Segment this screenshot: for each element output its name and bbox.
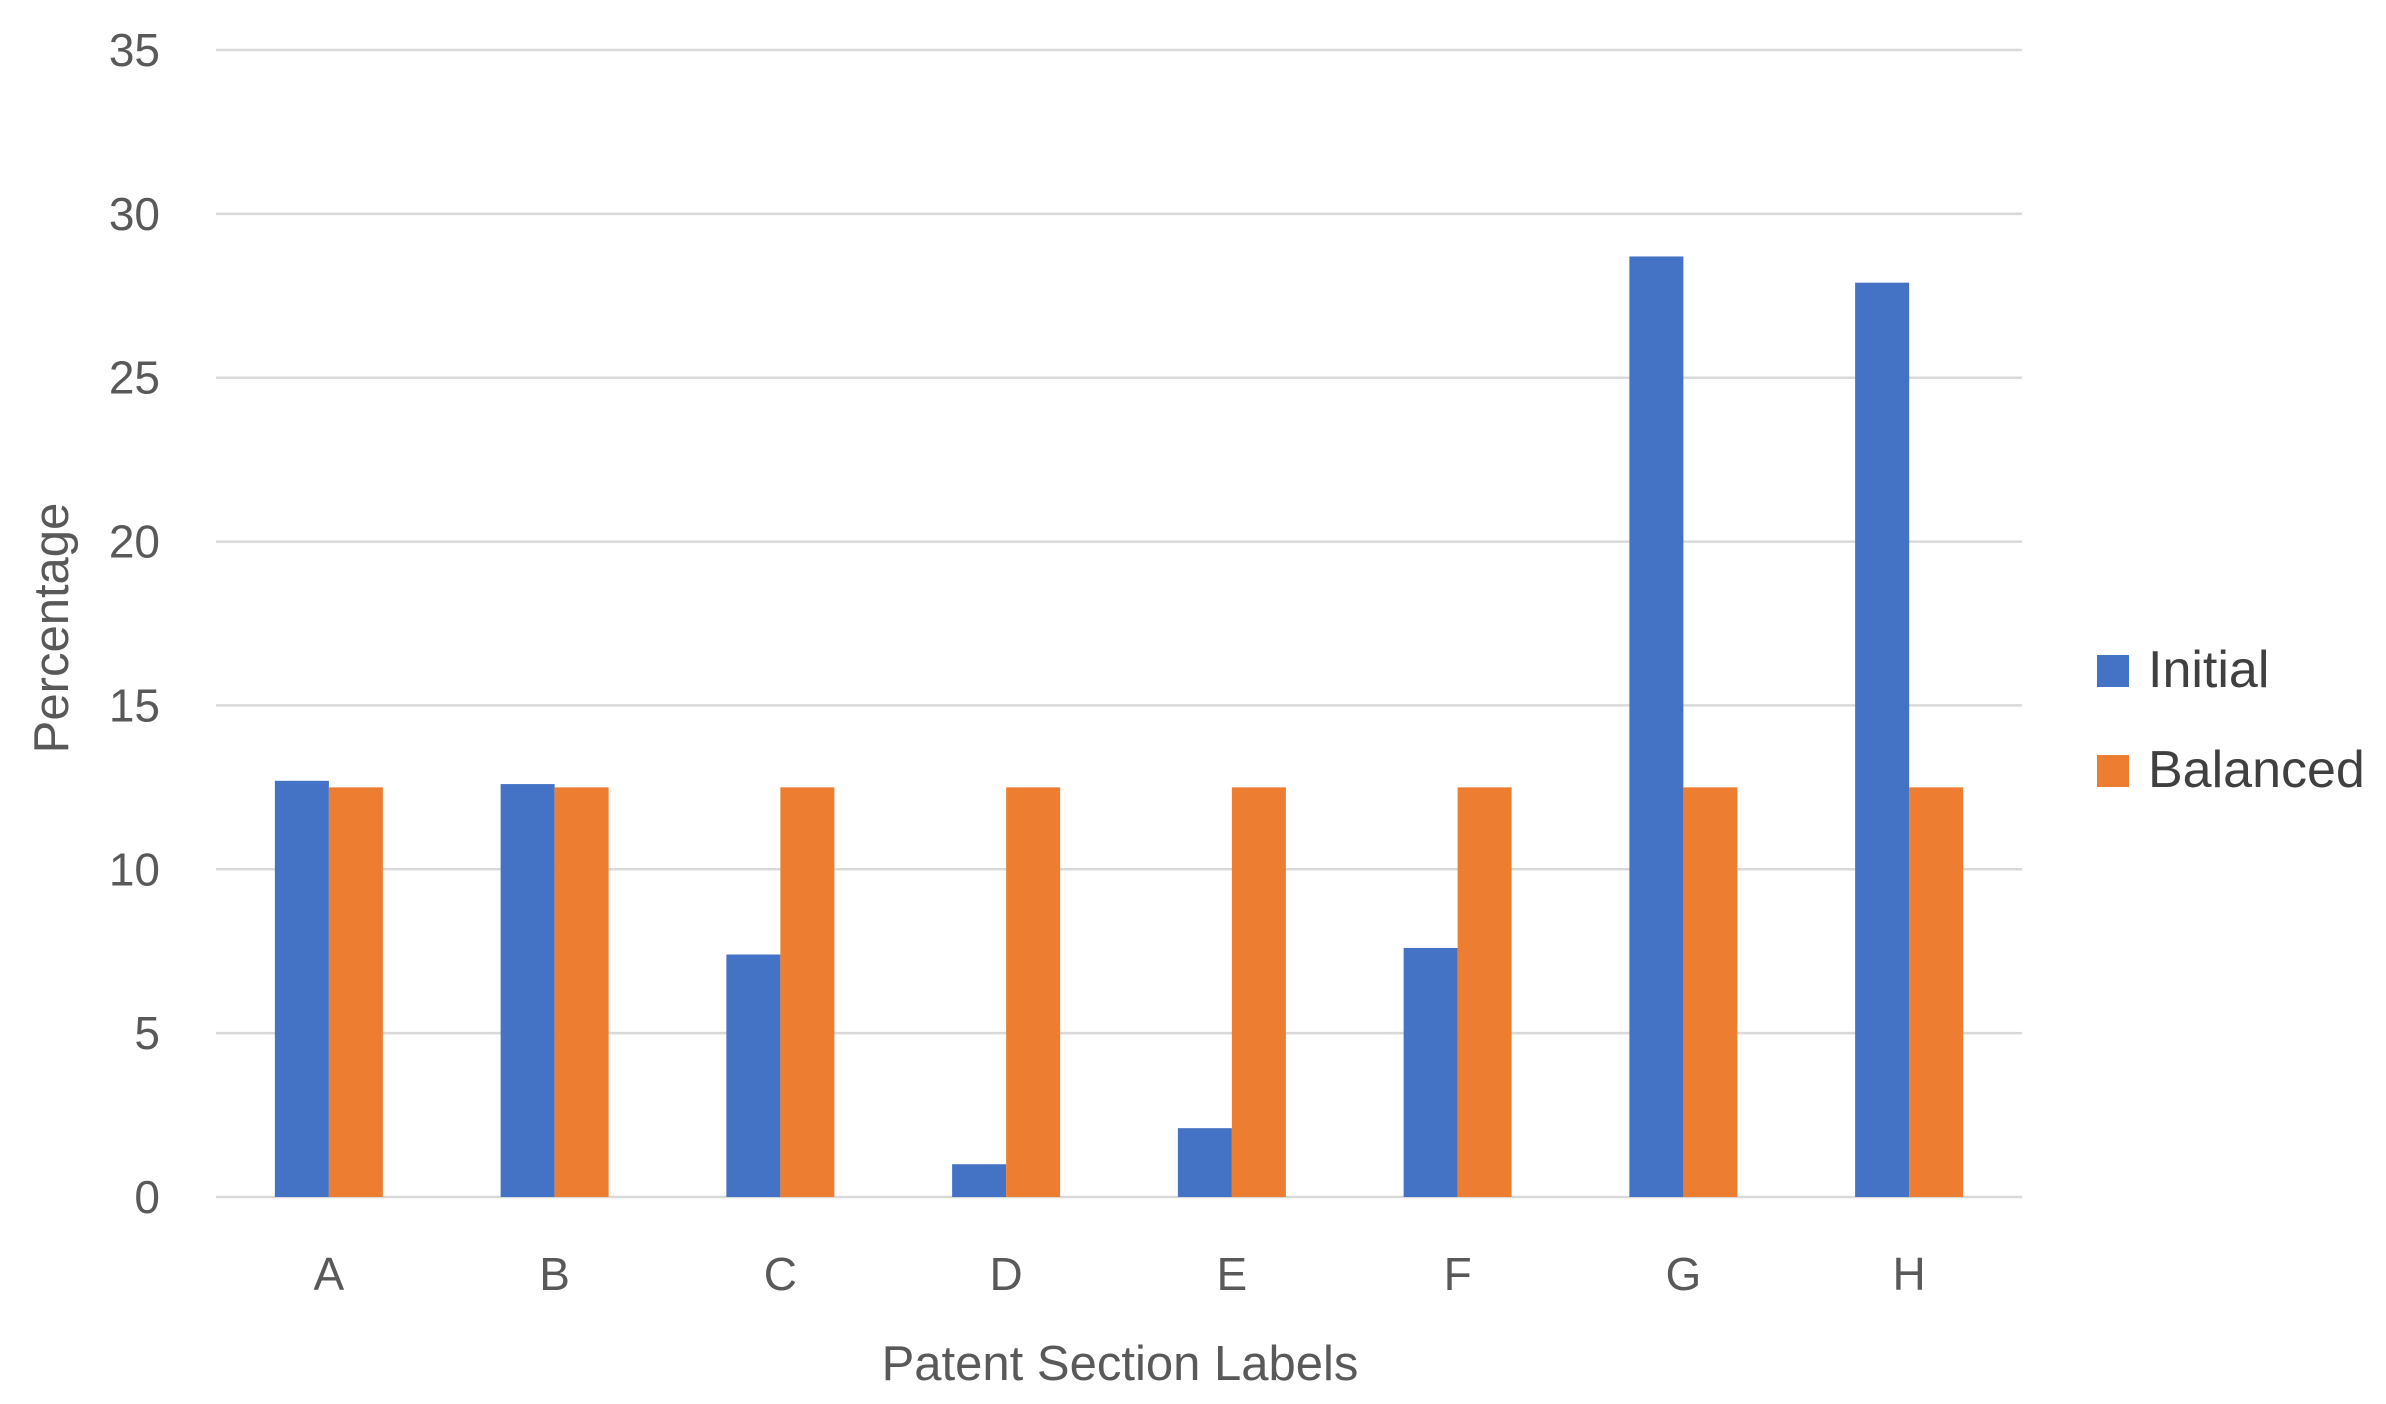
bar-initial-A: [274, 780, 329, 1197]
y-tick-label: 25: [109, 352, 160, 404]
x-tick-label: E: [1217, 1248, 1248, 1300]
bar-balanced-B: [554, 787, 609, 1197]
bar-balanced-F: [1457, 787, 1512, 1197]
y-tick-label: 30: [109, 188, 160, 240]
y-tick-label: 20: [109, 516, 160, 568]
bar-initial-H: [1855, 282, 1910, 1198]
bar-initial-B: [500, 784, 555, 1197]
bar-initial-F: [1403, 947, 1458, 1197]
bar-balanced-A: [328, 787, 383, 1197]
bar-initial-G: [1629, 256, 1684, 1198]
bar-balanced-G: [1683, 787, 1738, 1197]
bar-balanced-H: [1909, 787, 1964, 1197]
legend-label-balanced: Balanced: [2148, 741, 2365, 799]
y-tick-labels: 0 5 10 15 20 25 30 35: [109, 24, 160, 1223]
y-axis-title: Percentage: [25, 503, 79, 754]
y-tick-label: 15: [109, 679, 160, 731]
y-tick-label: 0: [134, 1171, 160, 1223]
bar-balanced-C: [780, 787, 835, 1197]
bar-balanced-E: [1231, 787, 1286, 1197]
y-tick-label: 5: [134, 1007, 160, 1059]
legend-swatch-balanced: [2097, 755, 2129, 787]
bar-initial-E: [1177, 1128, 1232, 1197]
bar-balanced-D: [1006, 787, 1061, 1197]
x-tick-label: F: [1444, 1248, 1472, 1300]
x-tick-label: H: [1893, 1248, 1926, 1300]
legend: Initial Balanced: [2097, 641, 2365, 799]
bar-initial-C: [726, 954, 781, 1197]
x-tick-label: G: [1665, 1248, 1701, 1300]
x-tick-label: A: [314, 1248, 345, 1300]
x-tick-label: B: [539, 1248, 570, 1300]
x-tick-label: D: [990, 1248, 1023, 1300]
legend-label-initial: Initial: [2148, 641, 2269, 699]
x-axis-title: Patent Section Labels: [882, 1337, 1359, 1391]
bar-initial-D: [952, 1164, 1007, 1197]
x-tick-labels: A B C D E F G H: [314, 1248, 1926, 1300]
y-tick-label: 10: [109, 843, 160, 895]
gridlines: [216, 48, 2022, 1199]
x-tick-label: C: [764, 1248, 797, 1300]
legend-swatch-initial: [2097, 655, 2129, 687]
y-tick-label: 35: [109, 24, 160, 76]
bars: [274, 256, 1964, 1198]
